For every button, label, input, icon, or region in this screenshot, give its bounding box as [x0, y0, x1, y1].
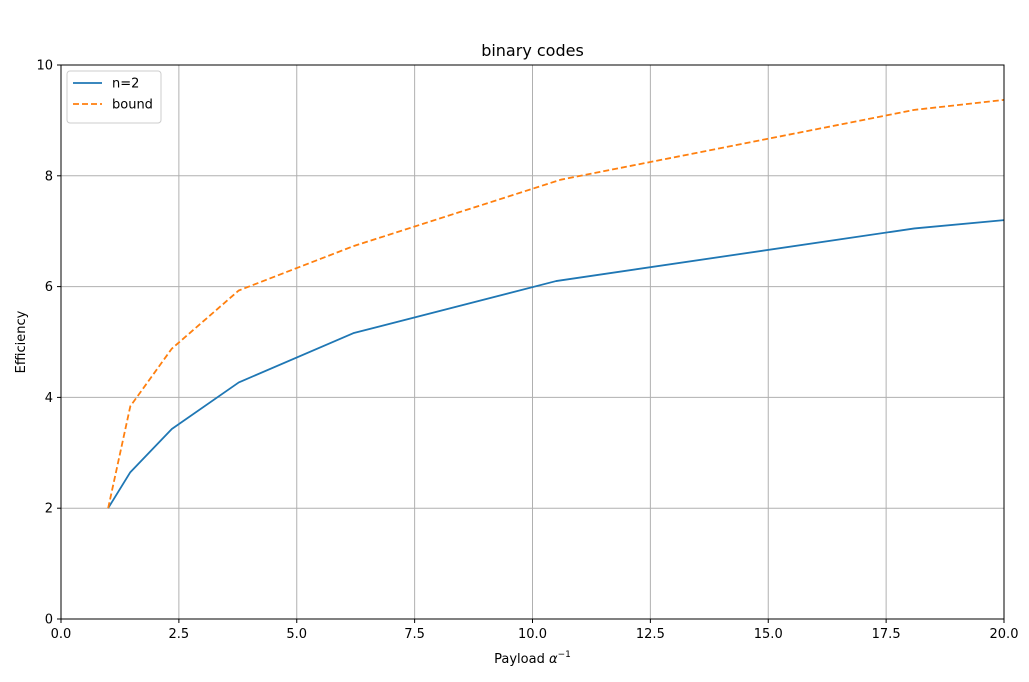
legend-label-2: bound [112, 98, 153, 113]
legend-label-1: n=2 [112, 77, 139, 92]
x-axis-label-text: Payload [494, 652, 549, 667]
series-line-1 [107, 219, 1005, 509]
y-axis-label: Efficiency [14, 310, 29, 373]
x-tick-label: 10.0 [518, 627, 547, 642]
y-tick-label: 2 [45, 502, 53, 517]
x-tick-label: 0.0 [51, 627, 72, 642]
chart-title: binary codes [481, 41, 584, 60]
series-lines [107, 99, 1005, 509]
x-tick-label: 20.0 [990, 627, 1019, 642]
y-tick-label: 6 [45, 280, 53, 295]
ticks: 0.0 2.5 5.0 7.5 10.0 12.5 15.0 17.5 20.0 0 2 4 6 8 10 [36, 59, 1018, 643]
legend: n=2 bound [66, 70, 162, 124]
x-tick-label: 17.5 [872, 627, 901, 642]
y-tick-label: 8 [45, 169, 53, 184]
x-tick-label: 5.0 [286, 627, 307, 642]
x-tick-label: 15.0 [754, 627, 783, 642]
legend-box [66, 70, 162, 124]
x-axis-label: Payload α−1 [494, 650, 571, 667]
x-tick-label: 12.5 [636, 627, 665, 642]
x-tick-label: 2.5 [169, 627, 190, 642]
y-tick-label: 0 [45, 613, 53, 628]
x-tick-label: 7.5 [404, 627, 425, 642]
x-axis-label-symbol: α [549, 652, 558, 667]
series-line-2 [107, 99, 1005, 509]
x-axis-label-exponent: −1 [558, 650, 571, 660]
y-tick-label: 10 [36, 59, 53, 74]
y-tick-label: 4 [45, 391, 53, 406]
